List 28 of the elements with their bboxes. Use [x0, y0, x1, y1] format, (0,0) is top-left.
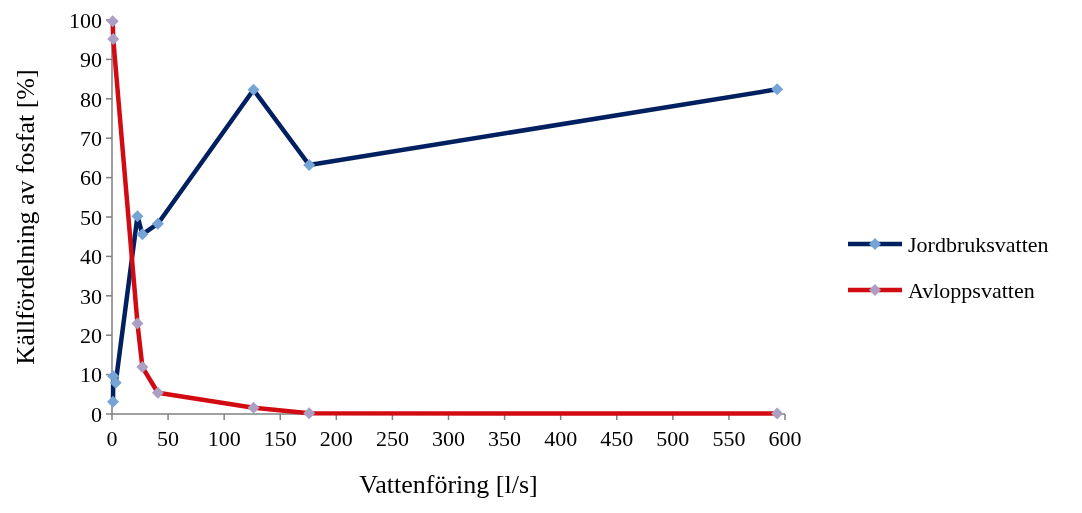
- x-tick-label: 150: [263, 426, 297, 451]
- y-tick-label: 90: [80, 47, 102, 73]
- x-tick-label: 400: [544, 426, 578, 451]
- x-tick-label: 200: [319, 426, 353, 451]
- x-tick-label: 450: [600, 426, 634, 451]
- x-tick-label: 100: [207, 426, 241, 451]
- y-tick-label: 70: [80, 125, 102, 151]
- x-tick-label: 0: [106, 426, 118, 451]
- y-tick-label: 10: [80, 362, 102, 388]
- y-tick-label: 0: [91, 401, 102, 427]
- x-tick-label: 500: [656, 426, 690, 451]
- legend-label: Avloppsvatten: [908, 277, 1035, 303]
- x-axis-title: Vattenföring [l/s]: [359, 470, 538, 499]
- x-tick-label: 600: [768, 426, 802, 451]
- legend-label: Jordbruksvatten: [908, 231, 1049, 257]
- y-tick-label: 80: [80, 86, 102, 112]
- x-tick-label: 550: [712, 426, 746, 451]
- y-tick-label: 40: [80, 244, 102, 270]
- y-tick-label: 60: [80, 165, 102, 191]
- y-tick-label: 20: [80, 322, 102, 348]
- x-tick-label: 50: [157, 426, 180, 451]
- y-axis-title: Källfördelning av fosfat [%]: [11, 69, 40, 365]
- y-tick-label: 100: [69, 7, 102, 33]
- x-tick-label: 350: [488, 426, 522, 451]
- x-tick-label: 300: [432, 426, 465, 451]
- x-tick-label: 250: [375, 426, 409, 451]
- y-tick-label: 50: [80, 204, 102, 230]
- y-tick-label: 30: [80, 283, 102, 309]
